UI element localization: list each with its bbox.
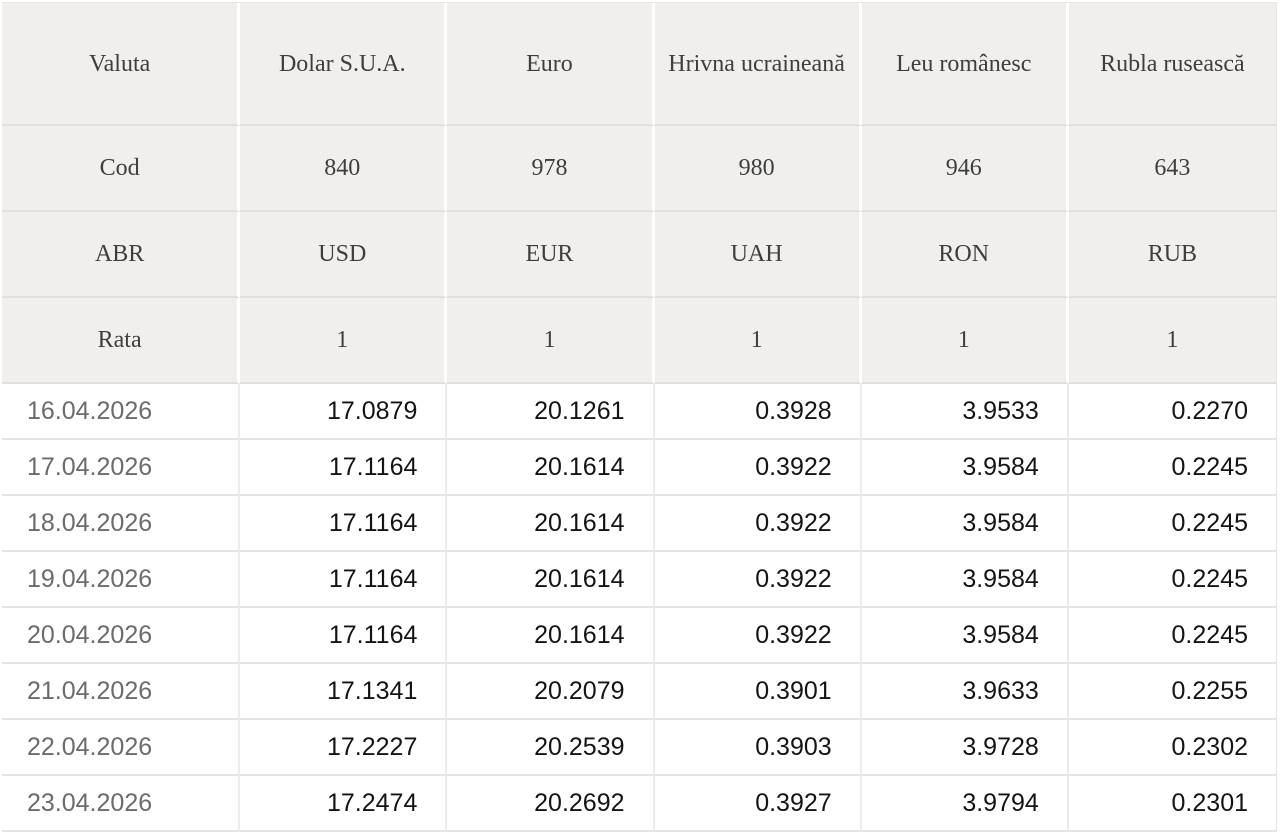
header-value-cell: Leu românesc [861,3,1069,126]
rate-cell: 20.2692 [447,776,655,832]
header-value-cell: 946 [861,126,1069,212]
header-value-cell: USD [240,212,448,298]
rate-cell: 3.9584 [861,496,1069,552]
rate-cell: 0.3922 [654,608,862,664]
header-value-cell: Rubla rusească [1068,3,1276,126]
table-row: 21.04.2026 17.1341 20.2079 0.3901 3.9633 0.22… [2,664,1276,720]
table-body: 16.04.2026 17.0879 20.1261 0.3928 3.9533 0.22… [2,384,1276,832]
row-label-cell: Cod [2,126,241,212]
rate-cell: 20.1614 [447,496,655,552]
header-value-cell: RUB [1068,212,1276,298]
header-value-cell: 1 [240,298,448,384]
row-label-cell: Valuta [2,3,241,126]
header-value-cell: Euro [447,3,655,126]
rate-cell: 0.2255 [1068,664,1276,720]
rate-cell: 0.3903 [654,720,862,776]
date-cell: 22.04.2026 [2,720,241,776]
header-value-cell: 1 [1068,298,1276,384]
rate-cell: 17.2474 [240,776,448,832]
rate-cell: 0.3922 [654,440,862,496]
rate-cell: 0.2301 [1068,776,1276,832]
table-row: 17.04.2026 17.1164 20.1614 0.3922 3.9584 0.22… [2,440,1276,496]
date-cell: 23.04.2026 [2,776,241,832]
header-value-cell: Dolar S.U.A. [240,3,448,126]
row-label-cell: ABR [2,212,241,298]
table-row: 18.04.2026 17.1164 20.1614 0.3922 3.9584 0.22… [2,496,1276,552]
rate-cell: 3.9794 [861,776,1069,832]
rate-cell: 0.2302 [1068,720,1276,776]
header-row-abr: ABR USD EUR UAH RON RUB [2,212,1276,298]
rate-cell: 20.2539 [447,720,655,776]
table-row: 16.04.2026 17.0879 20.1261 0.3928 3.9533 0.22… [2,384,1276,440]
row-label-cell: Rata [2,298,241,384]
rate-cell: 20.1614 [447,608,655,664]
header-row-rata: Rata 1 1 1 1 1 [2,298,1276,384]
header-value-cell: 978 [447,126,655,212]
header-value-cell: 840 [240,126,448,212]
rate-cell: 3.9633 [861,664,1069,720]
rate-cell: 3.9584 [861,608,1069,664]
header-value-cell: 643 [1068,126,1276,212]
table-row: 19.04.2026 17.1164 20.1614 0.3922 3.9584 0.22… [2,552,1276,608]
rate-cell: 17.1164 [240,552,448,608]
header-value-cell: RON [861,212,1069,298]
rate-cell: 20.1614 [447,552,655,608]
rate-cell: 0.3901 [654,664,862,720]
header-value-cell: 1 [654,298,862,384]
rate-cell: 17.1164 [240,496,448,552]
table-row: 23.04.2026 17.2474 20.2692 0.3927 3.9794 0.23… [2,776,1276,832]
rate-cell: 17.2227 [240,720,448,776]
header-value-cell: EUR [447,212,655,298]
rate-cell: 0.2245 [1068,608,1276,664]
rate-cell: 20.1614 [447,440,655,496]
header-value-cell: 1 [447,298,655,384]
rate-cell: 0.2245 [1068,496,1276,552]
rate-cell: 0.3928 [654,384,862,440]
rate-cell: 0.3922 [654,552,862,608]
header-value-cell: UAH [654,212,862,298]
rate-cell: 17.0879 [240,384,448,440]
rate-cell: 0.2245 [1068,552,1276,608]
rate-cell: 17.1341 [240,664,448,720]
table-header: Valuta Dolar S.U.A. Euro Hrivna ucraineană L… [2,3,1276,384]
header-row-valuta: Valuta Dolar S.U.A. Euro Hrivna ucraineană L… [2,3,1276,126]
rate-cell: 0.3927 [654,776,862,832]
rate-cell: 3.9728 [861,720,1069,776]
date-cell: 18.04.2026 [2,496,241,552]
header-value-cell: 980 [654,126,862,212]
table-row: 22.04.2026 17.2227 20.2539 0.3903 3.9728 0.23… [2,720,1276,776]
rate-cell: 3.9533 [861,384,1069,440]
date-cell: 19.04.2026 [2,552,241,608]
header-value-cell: Hrivna ucraineană [654,3,862,126]
rate-cell: 20.2079 [447,664,655,720]
rate-cell: 3.9584 [861,552,1069,608]
header-value-cell: 1 [861,298,1069,384]
rate-cell: 0.2245 [1068,440,1276,496]
rate-cell: 0.2270 [1068,384,1276,440]
date-cell: 17.04.2026 [2,440,241,496]
date-cell: 20.04.2026 [2,608,241,664]
rate-cell: 17.1164 [240,440,448,496]
rate-cell: 17.1164 [240,608,448,664]
rate-cell: 3.9584 [861,440,1069,496]
table-row: 20.04.2026 17.1164 20.1614 0.3922 3.9584 0.22… [2,608,1276,664]
rate-cell: 20.1261 [447,384,655,440]
date-cell: 21.04.2026 [2,664,241,720]
header-row-cod: Cod 840 978 980 946 643 [2,126,1276,212]
rate-cell: 0.3922 [654,496,862,552]
date-cell: 16.04.2026 [2,384,241,440]
